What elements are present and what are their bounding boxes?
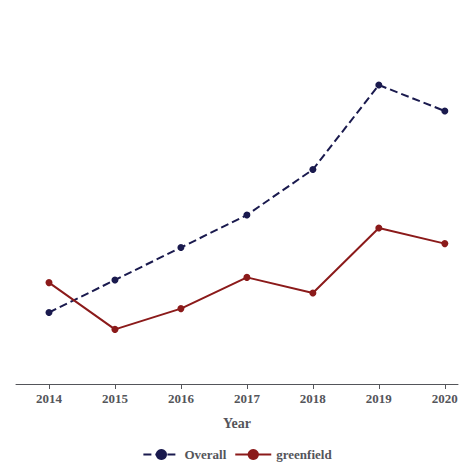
svg-text:2014: 2014 [36,391,63,406]
svg-text:2019: 2019 [366,391,393,406]
svg-text:Overall: Overall [184,447,226,462]
svg-text:Year: Year [223,416,251,431]
svg-text:2017: 2017 [234,391,261,406]
svg-text:greenfield: greenfield [276,447,332,462]
svg-text:2015: 2015 [102,391,129,406]
svg-text:2018: 2018 [300,391,327,406]
svg-text:2020: 2020 [432,391,458,406]
svg-text:2016: 2016 [168,391,195,406]
